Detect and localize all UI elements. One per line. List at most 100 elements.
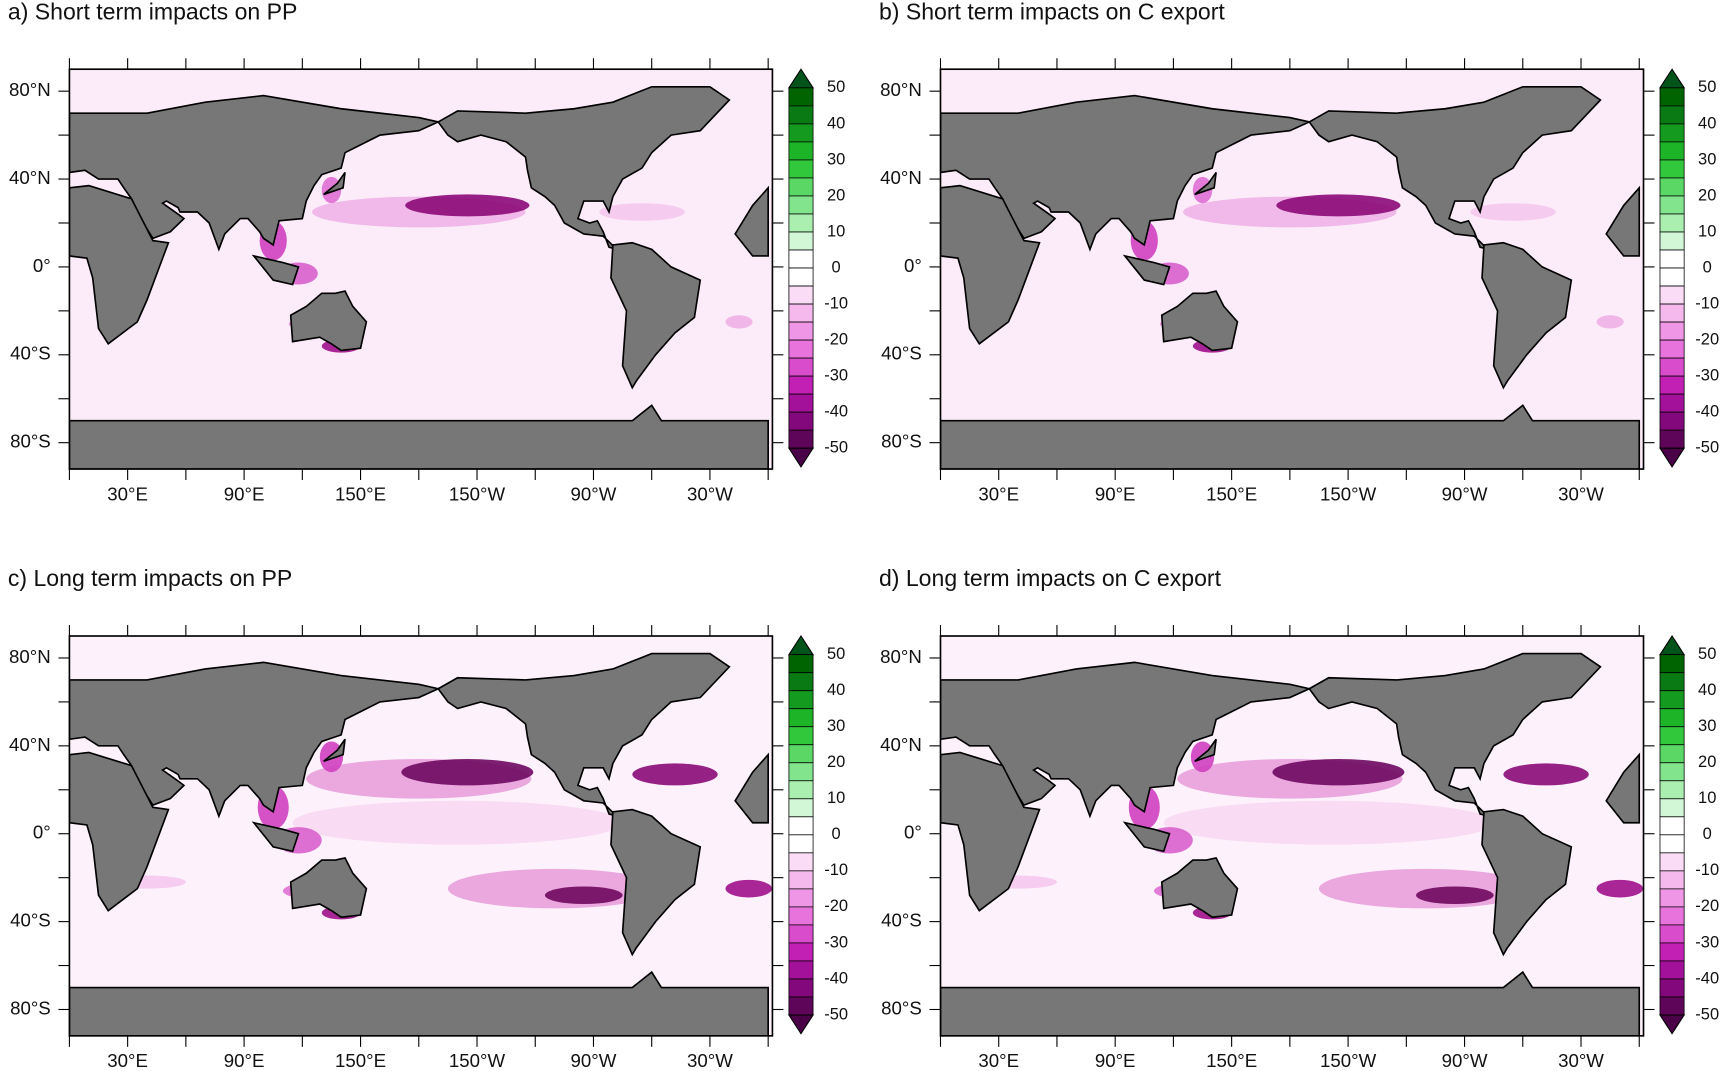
- anomaly: [1503, 763, 1589, 786]
- colorbar-label: -40: [1695, 969, 1719, 987]
- colorbar-cell: [1659, 123, 1685, 143]
- colorbar-cell: [788, 708, 814, 728]
- colorbar-cell: [788, 924, 814, 944]
- colorbar-cell: [1659, 924, 1685, 944]
- colorbar-label: -40: [824, 402, 848, 420]
- colorbar-tip: [787, 68, 815, 89]
- colorbar-cell: [788, 105, 814, 125]
- colorbar-cell: [1659, 726, 1685, 746]
- land: [1194, 171, 1217, 196]
- lon-label: 90°E: [1095, 483, 1136, 504]
- colorbar-cell: [788, 429, 814, 449]
- colorbar-label: -10: [1695, 294, 1719, 312]
- colorbar-cell: [788, 996, 814, 1016]
- colorbar-cell: [788, 762, 814, 782]
- colorbar-cell: [1659, 780, 1685, 800]
- land: [1481, 808, 1573, 957]
- lon-label: 30°W: [1558, 1050, 1604, 1071]
- colorbar-tip: [787, 447, 815, 468]
- colorbar-cell: [788, 690, 814, 710]
- colorbar-label: -50: [1695, 439, 1719, 457]
- map-frame: [68, 68, 774, 470]
- colorbar-cell: [788, 249, 814, 269]
- colorbar-cell: [788, 285, 814, 305]
- lon-label: 30°E: [107, 483, 148, 504]
- colorbar-cell: [788, 231, 814, 251]
- map: [69, 636, 773, 1036]
- colorbar-cell: [1659, 942, 1685, 962]
- land: [436, 652, 731, 817]
- land: [1605, 185, 1641, 257]
- colorbar-cell: [1659, 249, 1685, 269]
- lon-label: 150°E: [1206, 1050, 1257, 1071]
- lat-label: 80°S: [10, 997, 51, 1018]
- colorbar-label: -40: [824, 969, 848, 987]
- colorbar-label: 20: [827, 753, 845, 771]
- lon-label: 30°W: [687, 483, 733, 504]
- colorbar-cell: [1659, 267, 1685, 287]
- colorbar-tip: [1658, 634, 1686, 656]
- colorbar-cell: [788, 906, 814, 926]
- lon-label: 90°E: [1095, 1050, 1136, 1071]
- lon-label: 150°E: [335, 483, 386, 504]
- land: [323, 738, 346, 763]
- colorbar-cell: [788, 393, 814, 413]
- colorbar-label: -10: [1695, 861, 1719, 879]
- lat-label: 0°: [904, 255, 922, 276]
- lat-label: 40°S: [10, 910, 51, 931]
- colorbar-cell: [788, 726, 814, 746]
- lon-label: 30°W: [687, 1050, 733, 1071]
- land: [69, 751, 170, 912]
- colorbar-cell: [1659, 429, 1685, 449]
- anomaly: [405, 194, 530, 217]
- colorbar-cell: [788, 942, 814, 962]
- anomaly: [632, 763, 718, 786]
- colorbar-tip: [1658, 447, 1686, 468]
- colorbar-cell: [1659, 708, 1685, 728]
- land: [1122, 254, 1171, 286]
- colorbar-label: 20: [827, 186, 845, 204]
- lat-label: 40°S: [881, 910, 922, 931]
- lat-label: 80°S: [881, 997, 922, 1018]
- colorbar-cell: [1659, 195, 1685, 215]
- land: [1160, 856, 1239, 919]
- lon-label: 90°W: [571, 1050, 617, 1071]
- colorbar-cell: [788, 744, 814, 764]
- colorbar-cell: [788, 834, 814, 854]
- land: [323, 171, 346, 196]
- lon-label: 30°E: [978, 1050, 1019, 1071]
- colorbar-cell: [1659, 213, 1685, 233]
- colorbar-cell: [1659, 798, 1685, 818]
- colorbar-cell: [1659, 339, 1685, 359]
- land: [1194, 738, 1217, 763]
- colorbar-label: 30: [827, 150, 845, 168]
- colorbar-cell: [788, 87, 814, 107]
- colorbar-cell: [1659, 870, 1685, 890]
- lon-label: 90°E: [224, 1050, 265, 1071]
- colorbar-cell: [788, 960, 814, 980]
- colorbar-tip: [1658, 1014, 1686, 1035]
- colorbar-cell: [788, 141, 814, 161]
- panel-title: b) Short term impacts on C export: [879, 0, 1225, 24]
- colorbar-cell: [1659, 159, 1685, 179]
- colorbar-label: -50: [1695, 1005, 1719, 1023]
- colorbar-label: -20: [1695, 330, 1719, 348]
- lat-label: 40°N: [9, 167, 51, 188]
- panel: d) Long term impacts on C export 80°N 40°N…: [879, 565, 1719, 1071]
- colorbar-label: 20: [1698, 186, 1716, 204]
- colorbar-cell: [788, 375, 814, 395]
- lon-label: 150°E: [1206, 483, 1257, 504]
- colorbar-label: -40: [1695, 402, 1719, 420]
- land: [940, 184, 1041, 346]
- colorbar-cell: [788, 870, 814, 890]
- colorbar-cell: [1659, 177, 1685, 197]
- panel-title: a) Short term impacts on PP: [8, 0, 297, 24]
- anomaly: [725, 879, 773, 898]
- land: [940, 404, 1641, 470]
- colorbar-cell: [1659, 141, 1685, 161]
- colorbar-cell: [788, 672, 814, 692]
- lon-label: 90°W: [571, 483, 617, 504]
- lon-label: 90°W: [1442, 1050, 1488, 1071]
- colorbar-label: 30: [1698, 150, 1716, 168]
- colorbar-cell: [788, 411, 814, 431]
